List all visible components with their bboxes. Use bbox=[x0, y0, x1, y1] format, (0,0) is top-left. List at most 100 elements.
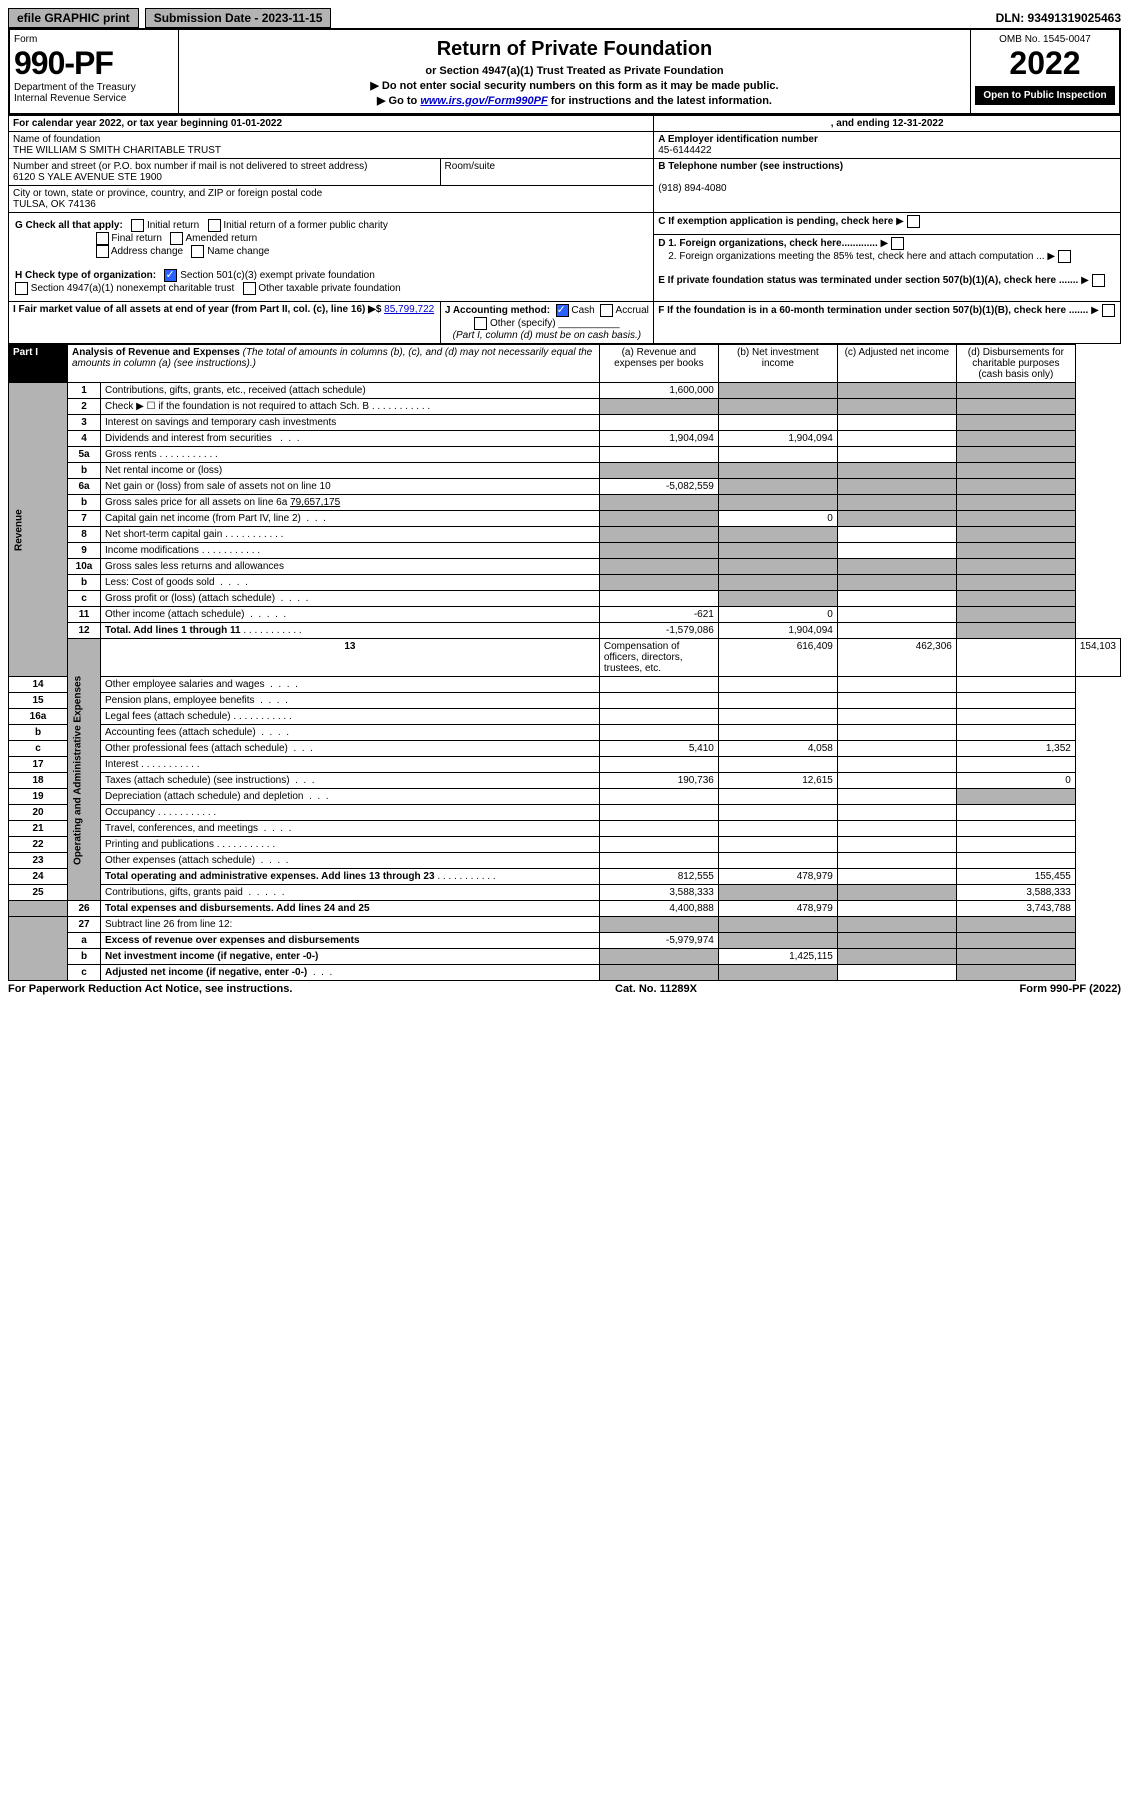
page-footer: For Paperwork Reduction Act Notice, see … bbox=[8, 981, 1121, 995]
cb-initial-public[interactable] bbox=[208, 219, 221, 232]
expenses-label: Operating and Administrative Expenses bbox=[68, 639, 101, 901]
foundation-name: THE WILLIAM S SMITH CHARITABLE TRUST bbox=[13, 145, 221, 156]
cb-e[interactable] bbox=[1092, 274, 1105, 287]
top-bar: efile GRAPHIC print Submission Date - 20… bbox=[8, 8, 1121, 28]
cb-final-return[interactable] bbox=[96, 232, 109, 245]
cb-name-change[interactable] bbox=[191, 245, 204, 258]
dln-text: DLN: 93491319025463 bbox=[996, 11, 1121, 25]
cb-other-taxable[interactable] bbox=[243, 282, 256, 295]
irs-link[interactable]: www.irs.gov/Form990PF bbox=[420, 95, 547, 107]
i-label: I Fair market value of all assets at end… bbox=[13, 304, 384, 315]
city-label: City or town, state or province, country… bbox=[13, 188, 322, 199]
h-label: H Check type of organization: bbox=[15, 270, 156, 281]
efile-print-button[interactable]: efile GRAPHIC print bbox=[8, 8, 139, 28]
row-27a: Excess of revenue over expenses and disb… bbox=[101, 933, 600, 949]
cb-501c3[interactable] bbox=[164, 269, 177, 282]
v11a: -621 bbox=[599, 607, 718, 623]
v24a: 812,555 bbox=[599, 869, 718, 885]
row-10b: Less: Cost of goods sold . . . . bbox=[101, 575, 600, 591]
cb-accrual[interactable] bbox=[600, 304, 613, 317]
subtitle: or Section 4947(a)(1) Trust Treated as P… bbox=[183, 65, 966, 77]
row-10c: Gross profit or (loss) (attach schedule)… bbox=[101, 591, 600, 607]
cb-d2[interactable] bbox=[1058, 250, 1071, 263]
v12b: 1,904,094 bbox=[718, 623, 837, 639]
row-22: Printing and publications bbox=[101, 837, 600, 853]
row-17: Interest bbox=[101, 757, 600, 773]
row-4: Dividends and interest from securities .… bbox=[101, 431, 600, 447]
row-11: Other income (attach schedule) . . . . . bbox=[101, 607, 600, 623]
v18d: 0 bbox=[956, 773, 1075, 789]
dept-label: Department of the Treasury bbox=[14, 82, 174, 93]
row-24: Total operating and administrative expen… bbox=[101, 869, 600, 885]
row-15: Pension plans, employee benefits . . . . bbox=[101, 693, 600, 709]
cb-c[interactable] bbox=[907, 215, 920, 228]
cb-f[interactable] bbox=[1102, 304, 1115, 317]
v16cb: 4,058 bbox=[718, 741, 837, 757]
note-2: ▶ Go to www.irs.gov/Form990PF for instru… bbox=[183, 94, 966, 107]
v11b: 0 bbox=[718, 607, 837, 623]
phone-value: (918) 894-4080 bbox=[658, 183, 726, 194]
cb-cash[interactable] bbox=[556, 304, 569, 317]
row-25: Contributions, gifts, grants paid . . . … bbox=[101, 885, 600, 901]
footer-mid: Cat. No. 11289X bbox=[615, 983, 697, 995]
cb-4947[interactable] bbox=[15, 282, 28, 295]
col-c-header: (c) Adjusted net income bbox=[837, 345, 956, 383]
part1-title: Analysis of Revenue and Expenses bbox=[72, 347, 240, 358]
row-27: Subtract line 26 from line 12: bbox=[101, 917, 600, 933]
cb-amended[interactable] bbox=[170, 232, 183, 245]
v18a: 190,736 bbox=[599, 773, 718, 789]
v25a: 3,588,333 bbox=[599, 885, 718, 901]
name-label: Name of foundation bbox=[13, 134, 100, 145]
row-27b: Net investment income (if negative, ente… bbox=[101, 949, 600, 965]
footer-right: Form 990-PF (2022) bbox=[1020, 983, 1121, 995]
tax-year: 2022 bbox=[975, 45, 1115, 82]
form-label: Form bbox=[14, 34, 174, 45]
irs-label: Internal Revenue Service bbox=[14, 93, 174, 104]
note-1: ▶ Do not enter social security numbers o… bbox=[183, 79, 966, 92]
v13a: 616,409 bbox=[718, 639, 837, 677]
v4b: 1,904,094 bbox=[718, 431, 837, 447]
v27aa: -5,979,974 bbox=[599, 933, 718, 949]
identity-table: For calendar year 2022, or tax year begi… bbox=[8, 115, 1121, 344]
row-27c: Adjusted net income (if negative, enter … bbox=[101, 965, 600, 981]
cb-other-method[interactable] bbox=[474, 317, 487, 330]
addr-label: Number and street (or P.O. box number if… bbox=[13, 161, 367, 172]
part1-table: Part I Analysis of Revenue and Expenses … bbox=[8, 344, 1121, 981]
row-16a: Legal fees (attach schedule) bbox=[101, 709, 600, 725]
cb-initial-return[interactable] bbox=[131, 219, 144, 232]
e-label: E If private foundation status was termi… bbox=[658, 275, 1078, 286]
col-a-header: (a) Revenue and expenses per books bbox=[599, 345, 718, 383]
omb-no: OMB No. 1545-0047 bbox=[975, 34, 1115, 45]
row-16b: Accounting fees (attach schedule) . . . … bbox=[101, 725, 600, 741]
city-value: TULSA, OK 74136 bbox=[13, 199, 96, 210]
v6a: -5,082,559 bbox=[599, 479, 718, 495]
row-14: Other employee salaries and wages . . . … bbox=[101, 677, 600, 693]
row-21: Travel, conferences, and meetings . . . … bbox=[101, 821, 600, 837]
revenue-label: Revenue bbox=[9, 383, 68, 677]
col-d-header: (d) Disbursements for charitable purpose… bbox=[956, 345, 1075, 383]
v26a: 4,400,888 bbox=[599, 901, 718, 917]
submission-date-button[interactable]: Submission Date - 2023-11-15 bbox=[145, 8, 332, 28]
v16ca: 5,410 bbox=[599, 741, 718, 757]
v24b: 478,979 bbox=[718, 869, 837, 885]
col-b-header: (b) Net investment income bbox=[718, 345, 837, 383]
ein-value: 45-6144422 bbox=[658, 145, 711, 156]
row-6b: Gross sales price for all assets on line… bbox=[101, 495, 600, 511]
row-9: Income modifications bbox=[101, 543, 600, 559]
v27bb: 1,425,115 bbox=[718, 949, 837, 965]
cb-d1[interactable] bbox=[891, 237, 904, 250]
v26d: 3,743,788 bbox=[956, 901, 1075, 917]
row-26: Total expenses and disbursements. Add li… bbox=[101, 901, 600, 917]
v26b: 478,979 bbox=[718, 901, 837, 917]
row-16c: Other professional fees (attach schedule… bbox=[101, 741, 600, 757]
fmv-link[interactable]: 85,799,722 bbox=[384, 304, 434, 315]
row-19: Depreciation (attach schedule) and deple… bbox=[101, 789, 600, 805]
row-6a: Net gain or (loss) from sale of assets n… bbox=[101, 479, 600, 495]
row-1: Contributions, gifts, grants, etc., rece… bbox=[101, 383, 600, 399]
cb-addr-change[interactable] bbox=[96, 245, 109, 258]
row-5a: Gross rents bbox=[101, 447, 600, 463]
ein-label: A Employer identification number bbox=[658, 134, 818, 145]
v16cd: 1,352 bbox=[956, 741, 1075, 757]
open-public: Open to Public Inspection bbox=[975, 86, 1115, 105]
row-12: Total. Add lines 1 through 11 bbox=[101, 623, 600, 639]
